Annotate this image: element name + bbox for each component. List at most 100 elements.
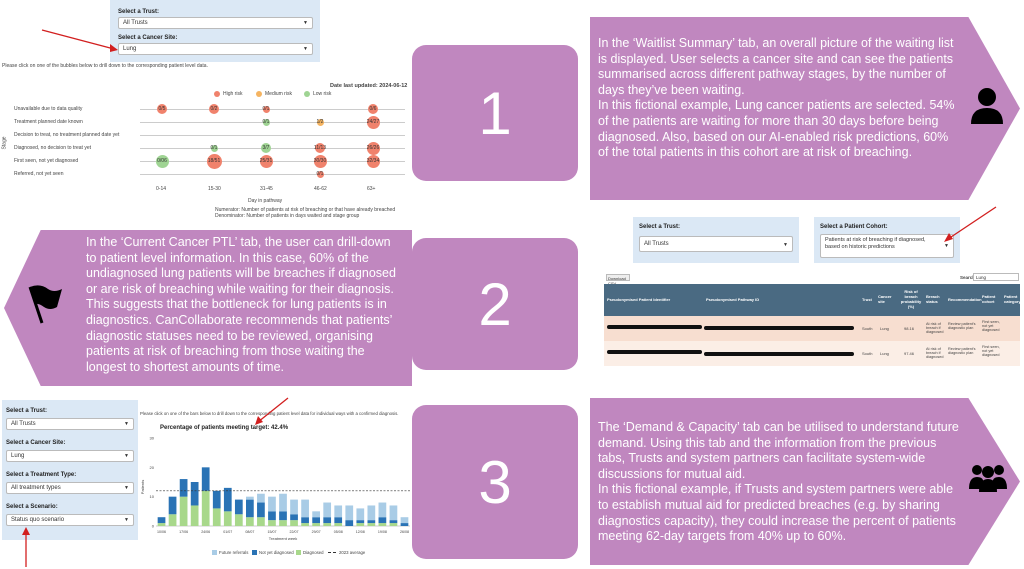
bar-segment-future-referrals[interactable] [400, 517, 409, 524]
col-trust[interactable]: Trust [862, 297, 872, 302]
col-pathway-id[interactable]: Pseudonymised Pathway ID [706, 297, 760, 302]
risk-bubble[interactable]: 11/13 [313, 143, 327, 153]
bar-segment-diagnosed[interactable] [257, 517, 265, 526]
bar-segment-future-referrals[interactable] [323, 502, 332, 518]
bar-segment-diagnosed[interactable] [157, 523, 166, 526]
bar-segment-not-yet-diagnosed[interactable] [212, 490, 221, 509]
bar-segment-future-referrals[interactable] [312, 511, 320, 518]
bar-segment-diagnosed[interactable] [201, 490, 210, 526]
col-patient-id[interactable]: Pseudonymised Patient Identifier [607, 297, 671, 302]
dc-treatment-select[interactable]: All treatment types ▼ [6, 482, 134, 494]
risk-bubble[interactable]: 25/31 [259, 154, 273, 168]
bar-segment-future-referrals[interactable] [378, 502, 387, 518]
bar-segment-diagnosed[interactable] [234, 514, 243, 526]
bar-segment-future-referrals[interactable] [345, 505, 354, 521]
risk-bubble[interactable]: 0/6 [368, 104, 378, 114]
bar-segment-not-yet-diagnosed[interactable] [190, 482, 199, 506]
legend-label-high: High risk [223, 91, 243, 97]
bar-segment-not-yet-diagnosed[interactable] [334, 517, 343, 524]
bar-segment-diagnosed[interactable] [279, 520, 287, 526]
bar-segment-future-referrals[interactable] [334, 505, 343, 518]
bar-segment-not-yet-diagnosed[interactable] [367, 520, 376, 524]
bar-segment-not-yet-diagnosed[interactable] [246, 499, 254, 518]
risk-bubble[interactable]: 0/1 [262, 118, 270, 126]
risk-bubble[interactable]: 3/7 [261, 143, 271, 153]
risk-bubble[interactable]: 30/30 [313, 154, 327, 168]
risk-bubble[interactable]: 0/2 [209, 104, 219, 114]
bar-segment-future-referrals[interactable] [279, 493, 287, 512]
bar-segment-future-referrals[interactable] [301, 499, 309, 518]
dc-site-select[interactable]: Lung ▼ [6, 450, 134, 462]
col-patient-cohort[interactable]: Patient cohort [982, 294, 996, 304]
bar-segment-not-yet-diagnosed[interactable] [179, 479, 188, 497]
bar-segment-not-yet-diagnosed[interactable] [168, 496, 177, 515]
bar-segment-diagnosed[interactable] [168, 514, 177, 526]
risk-bubble[interactable]: 0/5 [157, 104, 167, 114]
bar-segment-diagnosed[interactable] [223, 511, 232, 526]
ptl-cohort-select[interactable]: Patients at risk of breaching if diagnos… [820, 234, 954, 258]
bar-segment-not-yet-diagnosed[interactable] [400, 523, 409, 526]
col-patient-category[interactable]: Patient category [1004, 294, 1021, 304]
bar-segment-not-yet-diagnosed[interactable] [345, 520, 354, 526]
dc-scenario-select[interactable]: Status quo scenario ▼ [6, 514, 134, 526]
bar-segment-not-yet-diagnosed[interactable] [378, 517, 387, 524]
bar-segment-diagnosed[interactable] [268, 520, 276, 526]
bar-segment-not-yet-diagnosed[interactable] [279, 511, 287, 521]
bar-segment-not-yet-diagnosed[interactable] [201, 467, 210, 491]
ptl-table-row[interactable]: South Lung 98.16 At risk of breach if di… [604, 316, 1020, 341]
col-breach-status[interactable]: Breach status [926, 294, 940, 304]
bar-segment-diagnosed[interactable] [334, 523, 343, 526]
bar-segment-not-yet-diagnosed[interactable] [301, 517, 309, 524]
bar-segment-not-yet-diagnosed[interactable] [157, 517, 166, 524]
risk-bubble[interactable]: 24/27 [366, 115, 380, 129]
risk-bubble[interactable]: 0/1 [210, 144, 218, 152]
bar-segment-diagnosed[interactable] [356, 523, 365, 526]
bar-segment-future-referrals[interactable] [367, 505, 376, 521]
bar-segment-future-referrals[interactable] [257, 493, 265, 503]
bar-segment-diagnosed[interactable] [290, 520, 298, 526]
bar-segment-future-referrals[interactable] [246, 496, 254, 500]
dc-trust-select[interactable]: All Trusts ▼ [6, 418, 134, 430]
trust-select[interactable]: All Trusts ▼ [118, 17, 313, 29]
stage-gridline [140, 161, 405, 162]
col-recommendation[interactable]: Recommendation [948, 297, 982, 302]
bar-segment-diagnosed[interactable] [323, 523, 332, 526]
bar-segment-future-referrals[interactable] [356, 508, 365, 521]
bar-segment-not-yet-diagnosed[interactable] [223, 487, 232, 512]
bar-segment-future-referrals[interactable] [268, 496, 276, 512]
risk-bubble[interactable]: 0/1 [262, 105, 270, 113]
risk-bubble[interactable]: 18/51 [206, 153, 222, 169]
risk-bubble[interactable]: 0/06 [155, 154, 169, 168]
risk-bubble[interactable]: 1/2 [316, 118, 324, 126]
bar-segment-not-yet-diagnosed[interactable] [268, 511, 276, 521]
bar-segment-diagnosed[interactable] [389, 523, 398, 526]
download-csv-button[interactable]: Download CSV [606, 274, 630, 286]
bar-segment-diagnosed[interactable] [190, 505, 199, 526]
bar-segment-diagnosed[interactable] [301, 523, 309, 526]
risk-bubble[interactable]: 32/34 [366, 154, 380, 168]
legend-label-medium: Medium risk [265, 91, 292, 97]
bar-segment-not-yet-diagnosed[interactable] [312, 517, 320, 524]
risk-bubble[interactable]: 26/26 [366, 141, 380, 155]
bar-segment-future-referrals[interactable] [389, 505, 398, 521]
bar-segment-diagnosed[interactable] [212, 508, 221, 526]
ptl-table-row[interactable]: South Lung 97.46 At risk of breach if di… [604, 341, 1020, 366]
bar-segment-diagnosed[interactable] [312, 523, 320, 526]
bar-segment-not-yet-diagnosed[interactable] [356, 520, 365, 524]
bar-segment-diagnosed[interactable] [246, 517, 254, 526]
bar-segment-diagnosed[interactable] [378, 523, 387, 526]
bar-segment-not-yet-diagnosed[interactable] [234, 499, 243, 515]
ptl-search-input[interactable]: Lung [973, 273, 1019, 281]
bar-segment-not-yet-diagnosed[interactable] [389, 520, 398, 524]
bar-segment-diagnosed[interactable] [179, 496, 188, 526]
bar-segment-future-referrals[interactable] [290, 499, 298, 515]
bar-segment-diagnosed[interactable] [367, 523, 376, 526]
bar-segment-not-yet-diagnosed[interactable] [290, 514, 298, 521]
bar-segment-not-yet-diagnosed[interactable] [257, 502, 265, 518]
col-cancer-site[interactable]: Cancer site [878, 294, 892, 304]
col-risk-prob[interactable]: Risk of breach probability (%) [900, 289, 922, 309]
bar-segment-not-yet-diagnosed[interactable] [323, 517, 332, 524]
ptl-trust-select[interactable]: All Trusts ▼ [639, 236, 793, 252]
cancer-site-select[interactable]: Lung ▼ [118, 43, 313, 55]
risk-bubble[interactable]: 0/1 [316, 170, 324, 178]
